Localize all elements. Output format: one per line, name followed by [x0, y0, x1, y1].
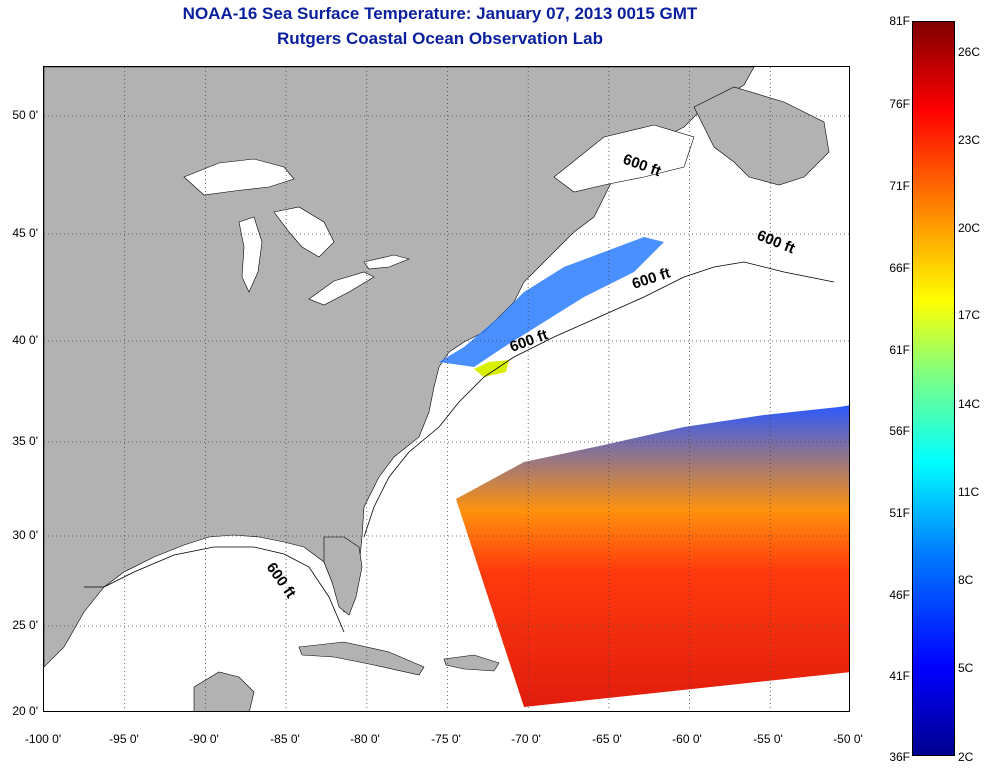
y-tick-label: 25 0' — [12, 618, 38, 632]
lake-ontario — [363, 254, 410, 270]
map-subtitle: Rutgers Coastal Ocean Observation Lab — [277, 29, 603, 48]
x-tick-label: -60 0' — [672, 732, 702, 746]
sst-gulf-stream-warm — [474, 360, 509, 377]
y-tick-label: 20 0' — [12, 704, 38, 718]
colorbar-c-label: 2C — [958, 750, 974, 764]
lake-huron — [273, 206, 335, 258]
map-title: NOAA-16 Sea Surface Temperature: January… — [182, 4, 698, 23]
gulf-st-lawrence — [553, 124, 695, 193]
sst-swath — [456, 405, 849, 707]
colorbar-c-label: 8C — [958, 573, 974, 587]
colorbar-f-label: 56F — [889, 424, 910, 438]
y-tick-label: 40 0' — [12, 333, 38, 347]
colorbar-c-label: 11C — [958, 485, 980, 499]
colorbar-c-label: 5C — [958, 661, 974, 675]
x-tick-label: -95 0' — [109, 732, 139, 746]
x-tick-label: -85 0' — [270, 732, 300, 746]
y-tick-label: 35 0' — [12, 434, 38, 448]
temperature-colorbar — [912, 21, 955, 756]
lake-superior — [183, 158, 295, 196]
colorbar-c-label: 26C — [958, 45, 981, 59]
land-cuba — [298, 641, 425, 676]
colorbar-f-label: 61F — [889, 343, 910, 357]
sst-coastal-cold — [439, 237, 664, 367]
colorbar-f-label: 41F — [889, 669, 910, 683]
map-canvas: 600 ft 600 ft 600 ft 600 ft 600 ft — [44, 67, 849, 711]
x-tick-label: -75 0' — [431, 732, 461, 746]
y-tick-label: 50 0' — [12, 108, 38, 122]
colorbar-c-label: 14C — [958, 397, 981, 411]
map-grid — [44, 67, 849, 711]
colorbar-f-label: 66F — [889, 261, 910, 275]
x-tick-label: -65 0' — [592, 732, 622, 746]
land-newfoundland — [693, 86, 830, 186]
y-tick-label: 30 0' — [12, 528, 38, 542]
colorbar-f-label: 71F — [889, 179, 910, 193]
depth-label: 600 ft — [755, 227, 798, 257]
colorbar-f-label: 81F — [889, 14, 910, 28]
depth-label: 600 ft — [263, 560, 299, 602]
colorbar-c-label: 17C — [958, 308, 981, 322]
colorbar-f-label: 46F — [889, 588, 910, 602]
x-tick-label: -70 0' — [511, 732, 541, 746]
y-tick-label: 45 0' — [12, 226, 38, 240]
x-tick-label: -50 0' — [833, 732, 863, 746]
colorbar-c-label: 23C — [958, 133, 981, 147]
x-tick-label: -90 0' — [189, 732, 219, 746]
colorbar-f-label: 51F — [889, 506, 910, 520]
sst-map[interactable]: 600 ft 600 ft 600 ft 600 ft 600 ft — [43, 66, 850, 712]
land-hispaniola — [443, 654, 500, 672]
land-yucatan — [193, 671, 255, 711]
land-florida — [323, 536, 363, 616]
x-tick-label: -100 0' — [24, 732, 62, 746]
lake-michigan — [238, 216, 263, 293]
colorbar-c-label: 20C — [958, 221, 981, 235]
colorbar-f-label: 36F — [889, 750, 910, 764]
x-tick-label: -80 0' — [350, 732, 380, 746]
lake-erie — [308, 271, 375, 306]
depth-contour-600ft — [84, 261, 835, 633]
x-tick-label: -55 0' — [753, 732, 783, 746]
colorbar-f-label: 76F — [889, 97, 910, 111]
